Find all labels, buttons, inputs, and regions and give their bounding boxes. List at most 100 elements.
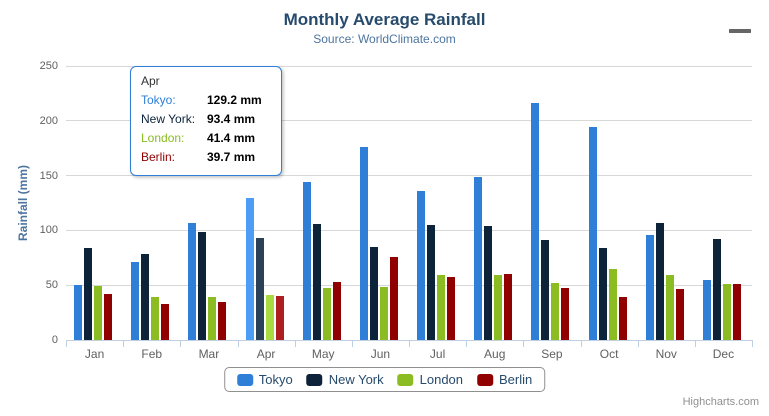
bar-berlin-aug[interactable] xyxy=(504,273,513,340)
bar-berlin-dec[interactable] xyxy=(732,283,741,340)
y-axis-label: 0 xyxy=(51,334,58,346)
bar-london-jul[interactable] xyxy=(437,275,445,340)
bar-tokyo-jan[interactable] xyxy=(74,285,82,340)
tooltip-series-name: Tokyo: xyxy=(141,93,176,107)
x-axis-tick xyxy=(752,341,753,347)
bar-berlin-oct[interactable] xyxy=(618,297,627,340)
y-axis-label: 50 xyxy=(45,279,58,292)
x-axis-label: Feb xyxy=(141,347,163,361)
x-axis-label: Aug xyxy=(484,347,506,361)
chart-title: Monthly Average Rainfall xyxy=(283,10,486,29)
gridline xyxy=(66,229,752,231)
x-axis-tick xyxy=(637,341,639,347)
legend-item-london[interactable]: London xyxy=(397,372,464,387)
bar-new-york-jan[interactable] xyxy=(84,248,92,340)
chart-subtitle: Source: WorldClimate.com xyxy=(313,32,456,46)
legend-item-new-york[interactable]: New York xyxy=(306,372,384,387)
x-axis-tick xyxy=(523,341,525,347)
bar-new-york-aug[interactable] xyxy=(484,225,493,340)
bar-new-york-nov[interactable] xyxy=(655,223,664,340)
bar-new-york-apr[interactable] xyxy=(255,237,264,340)
bar-berlin-sep[interactable] xyxy=(561,287,570,340)
bar-tokyo-aug[interactable] xyxy=(474,177,483,340)
bar-berlin-mar[interactable] xyxy=(218,302,227,340)
bar-new-york-mar[interactable] xyxy=(198,232,207,340)
bar-tokyo-nov[interactable] xyxy=(645,235,654,340)
x-axis-tick xyxy=(351,341,353,347)
bar-tokyo-jun[interactable] xyxy=(359,147,368,340)
bar-berlin-jun[interactable] xyxy=(389,257,398,340)
bar-new-york-feb[interactable] xyxy=(141,253,150,340)
bar-berlin-jan[interactable] xyxy=(104,293,112,340)
legend-label: New York xyxy=(328,372,384,387)
bar-london-jun[interactable] xyxy=(379,287,388,340)
bar-london-jan[interactable] xyxy=(94,286,102,340)
bar-new-york-jul[interactable] xyxy=(427,224,435,340)
legend-swatch-icon xyxy=(477,373,494,386)
bar-new-york-sep[interactable] xyxy=(541,240,550,340)
bar-london-aug[interactable] xyxy=(494,274,503,340)
bar-london-feb[interactable] xyxy=(151,297,160,340)
legend-swatch-icon xyxy=(397,373,414,386)
bar-berlin-nov[interactable] xyxy=(675,288,684,340)
y-axis-label: 100 xyxy=(39,224,58,237)
bar-new-york-jun[interactable] xyxy=(369,247,378,340)
bar-new-york-oct[interactable] xyxy=(598,248,607,340)
x-axis-tick xyxy=(294,341,296,347)
legend-label: Berlin xyxy=(499,372,533,387)
y-axis-label: 200 xyxy=(39,114,58,127)
bar-tokyo-dec[interactable] xyxy=(702,280,711,340)
bar-london-mar[interactable] xyxy=(208,296,217,340)
bar-london-may[interactable] xyxy=(322,288,331,340)
legend-item-berlin[interactable]: Berlin xyxy=(477,372,532,387)
x-axis-label: May xyxy=(311,347,335,361)
bar-tokyo-jul[interactable] xyxy=(417,191,425,340)
x-axis-label: Mar xyxy=(198,347,220,361)
bar-tokyo-may[interactable] xyxy=(302,182,311,340)
bar-tokyo-feb[interactable] xyxy=(131,261,140,340)
bar-london-oct[interactable] xyxy=(608,268,617,340)
bar-tokyo-apr[interactable] xyxy=(245,198,254,340)
x-axis-tick xyxy=(580,341,582,347)
x-axis-tick xyxy=(694,341,696,347)
x-axis-label: Nov xyxy=(655,347,677,361)
export-menu-button[interactable] xyxy=(726,17,754,41)
bar-london-dec[interactable] xyxy=(722,283,731,340)
bar-new-york-dec[interactable] xyxy=(712,238,721,340)
bar-london-apr[interactable] xyxy=(265,294,274,340)
legend-label: London xyxy=(419,372,464,387)
bar-new-york-may[interactable] xyxy=(312,223,321,340)
bar-tokyo-mar[interactable] xyxy=(188,223,197,340)
y-axis-label: 150 xyxy=(39,169,58,182)
bar-berlin-apr[interactable] xyxy=(275,296,284,340)
tooltip-series-value: 39.7 mm xyxy=(207,150,256,164)
gridline xyxy=(66,284,752,286)
x-axis-label: Oct xyxy=(599,347,619,361)
bar-tokyo-sep[interactable] xyxy=(531,102,540,340)
tooltip-series-name: Berlin: xyxy=(141,150,176,164)
x-axis-tick xyxy=(123,341,125,347)
tooltip-series-value: 129.2 mm xyxy=(207,93,262,107)
x-axis-tick xyxy=(180,341,182,347)
tooltip-series-name: New York: xyxy=(141,112,196,126)
x-axis-label: Jul xyxy=(429,347,446,361)
x-axis-tick xyxy=(66,341,67,347)
legend-label: Tokyo xyxy=(258,372,293,387)
x-axis-label: Jun xyxy=(370,347,391,361)
legend: Tokyo New York London Berlin xyxy=(223,367,546,392)
bar-berlin-jul[interactable] xyxy=(447,277,455,340)
bar-london-sep[interactable] xyxy=(551,282,560,340)
bar-berlin-feb[interactable] xyxy=(161,303,170,340)
bar-london-nov[interactable] xyxy=(665,275,674,340)
bar-berlin-may[interactable] xyxy=(332,282,341,340)
y-axis-title: Rainfall (mm) xyxy=(16,165,30,242)
bar-tokyo-oct[interactable] xyxy=(588,127,597,340)
legend-swatch-icon xyxy=(236,373,253,386)
gridline xyxy=(66,175,752,177)
x-axis-label: Jan xyxy=(84,347,105,361)
legend-item-tokyo[interactable]: Tokyo xyxy=(236,372,293,387)
x-axis-label: Dec xyxy=(712,347,735,361)
credits-link[interactable]: Highcharts.com xyxy=(682,396,759,408)
y-axis-label: 250 xyxy=(39,60,58,72)
